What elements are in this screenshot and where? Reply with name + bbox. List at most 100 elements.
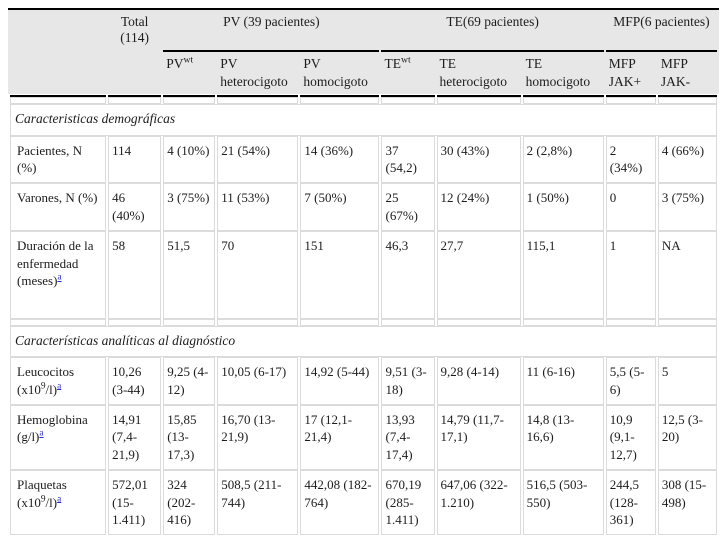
row-label-text: Duración de la enfermedad (meses) <box>17 238 94 288</box>
row-label: Pacientes, N (%) <box>10 135 107 184</box>
spacer-cell <box>10 97 107 105</box>
row-label-text: Varones, N (%) <box>17 190 98 206</box>
spacer-row <box>10 97 717 105</box>
footnote-link-a[interactable]: a <box>39 429 44 440</box>
cell: 9,28 (4-14) <box>436 357 521 406</box>
col-header-pv-homocigoto: PV homocigoto <box>300 52 380 98</box>
cell: 14,91 (7,4-21,9) <box>108 405 162 471</box>
footnote-link-a[interactable]: a <box>57 272 62 283</box>
row-label-text: Plaquetas (x10 <box>17 477 67 510</box>
table-header: Total (114) PV (39 pacientes) TE(69 paci… <box>10 10 717 98</box>
cell: 10,9 (9,1-12,7) <box>605 405 656 471</box>
col-header-label: TE homocigoto <box>525 56 591 90</box>
header-sub-row: PVwt PV heterocigoto PV homocigoto TEwt … <box>10 52 717 98</box>
cell: 308 (15-498) <box>657 470 717 536</box>
col-header-label: PV <box>166 56 184 71</box>
row-label: Varones, N (%) <box>10 183 107 232</box>
cell: 70 <box>217 231 299 320</box>
spacer-cell <box>163 319 216 327</box>
cell: 30 (43%) <box>436 135 521 184</box>
spacer-cell <box>436 319 521 327</box>
cell: 11 (6-16) <box>522 357 604 406</box>
spacer-cell <box>10 319 107 327</box>
col-header-pv-wt: PVwt <box>163 52 216 98</box>
table-container: Total (114) PV (39 pacientes) TE(69 paci… <box>8 8 719 536</box>
table-row-duracion: Duración de la enfermedad (meses)a 58 51… <box>10 231 717 320</box>
col-header-label: TE heterocigoto <box>439 56 508 90</box>
spacer-cell <box>300 97 380 105</box>
col-header-label: MFP JAK+ <box>608 56 642 90</box>
cell: 46,3 <box>381 231 435 320</box>
col-header-label: PV homocigoto <box>303 56 368 90</box>
spacer-cell <box>300 319 380 327</box>
corner-cell <box>10 10 107 98</box>
col-header-label: MFP JAK- <box>660 56 691 90</box>
cell: 25 (67%) <box>381 183 435 232</box>
col-header-label: PV heterocigoto <box>220 56 288 90</box>
spacer-cell <box>217 97 299 105</box>
row-label-text: /l) <box>45 494 58 510</box>
row-label: Duración de la enfermedad (meses)a <box>10 231 107 320</box>
section-title: Características analíticas al diagnóstic… <box>10 326 717 358</box>
cell: 14,8 (13-16,6) <box>522 405 604 471</box>
col-header-mfp-jak-neg: MFP JAK- <box>657 52 717 98</box>
row-label: Hemoglobina (g/l)a <box>10 405 107 471</box>
col-header-te-homocigoto: TE homocigoto <box>522 52 604 98</box>
col-header-te-wt: TEwt <box>381 52 435 98</box>
row-label-text: Leucocitos (x10 <box>17 364 75 397</box>
spacer-cell <box>163 97 216 105</box>
spacer-cell <box>657 97 717 105</box>
cell: 3 (75%) <box>163 183 216 232</box>
cell: 10,05 (6-17) <box>217 357 299 406</box>
spacer-cell <box>657 319 717 327</box>
cell: 324 (202-416) <box>163 470 216 536</box>
cell: 27,7 <box>436 231 521 320</box>
row-label-text: /l) <box>45 381 58 397</box>
table-header-background <box>8 10 719 94</box>
footnote-link-a[interactable]: a <box>57 494 62 505</box>
spacer-row <box>10 319 717 327</box>
cell: 58 <box>108 231 162 320</box>
header-group-row: Total (114) PV (39 pacientes) TE(69 paci… <box>10 10 717 98</box>
cell: 1 (50%) <box>522 183 604 232</box>
cell: 11 (53%) <box>217 183 299 232</box>
cell: 13,93 (7,4-17,4) <box>381 405 435 471</box>
cell: 9,51 (3-18) <box>381 357 435 406</box>
cell: 114 <box>108 135 162 184</box>
footnote-link-a[interactable]: a <box>57 381 62 392</box>
cell: 115,1 <box>522 231 604 320</box>
col-header-total: Total (114) <box>108 10 162 98</box>
section-row-demograficas: Caracteristicas demográficas <box>10 104 717 136</box>
spacer-cell <box>108 319 162 327</box>
patient-characteristics-table: Total (114) PV (39 pacientes) TE(69 paci… <box>8 8 719 536</box>
col-header-te-heterocigoto: TE heterocigoto <box>436 52 521 98</box>
row-label-text: Hemoglobina (g/l) <box>17 412 88 445</box>
table-row-hemoglobina: Hemoglobina (g/l)a 14,91 (7,4-21,9) 15,8… <box>10 405 717 471</box>
cell: 1 <box>605 231 656 320</box>
spacer-cell <box>522 97 604 105</box>
cell: 508,5 (211-744) <box>217 470 299 536</box>
cell: 14,79 (11,7-17,1) <box>436 405 521 471</box>
cell: 16,70 (13-21,9) <box>217 405 299 471</box>
spacer-cell <box>108 97 162 105</box>
table-row-plaquetas: Plaquetas (x109/l)a 572,01 (15-1.411) 32… <box>10 470 717 536</box>
spacer-cell <box>522 319 604 327</box>
section-row-analiticas: Características analíticas al diagnóstic… <box>10 326 717 358</box>
spacer-cell <box>381 319 435 327</box>
superscript: 9 <box>40 381 46 392</box>
cell: 10,26 (3-44) <box>108 357 162 406</box>
cell: 9,25 (4-12) <box>163 357 216 406</box>
table-row-pacientes: Pacientes, N (%) 114 4 (10%) 21 (54%) 14… <box>10 135 717 184</box>
cell: 17 (12,1-21,4) <box>300 405 380 471</box>
row-label: Plaquetas (x109/l)a <box>10 470 107 536</box>
cell: 12,5 (3-20) <box>657 405 717 471</box>
cell: NA <box>657 231 717 320</box>
col-header-mfp-jak-pos: MFP JAK+ <box>605 52 656 98</box>
cell: 516,5 (503-550) <box>522 470 604 536</box>
superscript: wt <box>183 54 194 66</box>
spacer-cell <box>436 97 521 105</box>
spacer-cell <box>605 319 656 327</box>
cell: 14,92 (5-44) <box>300 357 380 406</box>
cell: 46 (40%) <box>108 183 162 232</box>
spacer-cell <box>381 97 435 105</box>
